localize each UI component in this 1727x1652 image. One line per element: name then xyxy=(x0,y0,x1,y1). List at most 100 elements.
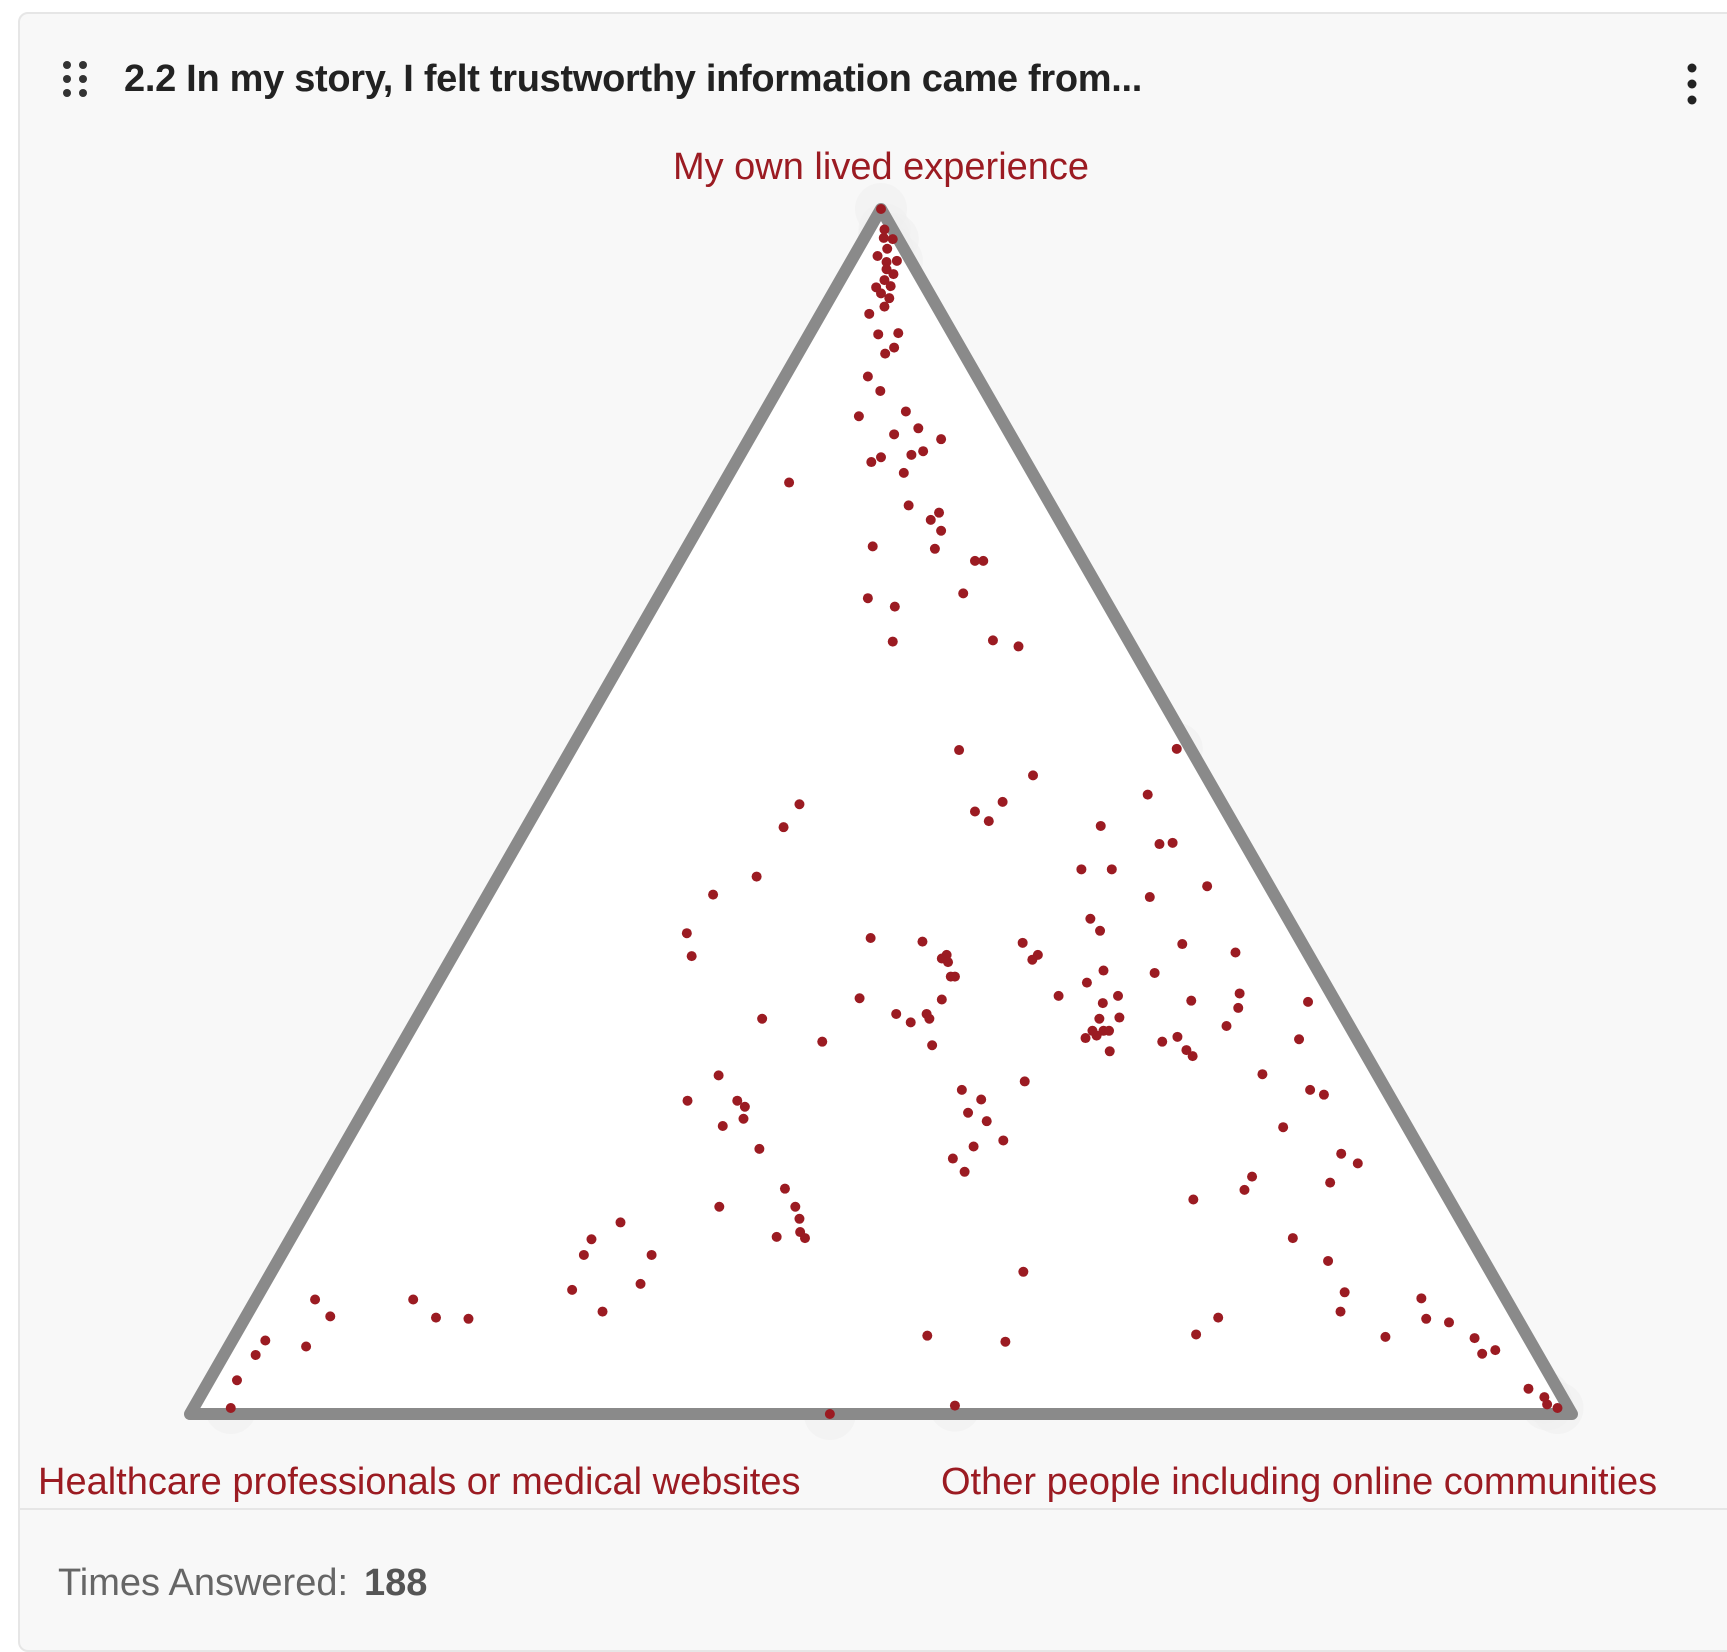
data-point-176[interactable] xyxy=(1352,1158,1363,1169)
data-point-82[interactable] xyxy=(1080,1033,1091,1044)
data-point-40[interactable] xyxy=(978,555,989,566)
data-point-158[interactable] xyxy=(1323,1255,1334,1266)
data-point-169[interactable] xyxy=(1523,1383,1534,1394)
data-point-5[interactable] xyxy=(872,250,883,261)
data-point-35[interactable] xyxy=(934,507,945,518)
data-point-100[interactable] xyxy=(976,1094,987,1105)
data-point-128[interactable] xyxy=(799,1233,810,1244)
data-point-83[interactable] xyxy=(1221,1020,1232,1031)
data-point-39[interactable] xyxy=(929,543,940,554)
data-point-174[interactable] xyxy=(1336,1148,1347,1159)
data-point-185[interactable] xyxy=(1167,837,1178,848)
data-point-159[interactable] xyxy=(1287,1233,1298,1244)
data-point-118[interactable] xyxy=(738,1113,749,1124)
data-point-29[interactable] xyxy=(906,449,917,460)
data-point-104[interactable] xyxy=(959,1166,970,1177)
data-point-123[interactable] xyxy=(754,1143,765,1154)
data-point-15[interactable] xyxy=(879,301,890,312)
data-point-153[interactable] xyxy=(1213,1312,1224,1323)
data-point-167[interactable] xyxy=(1477,1348,1488,1359)
data-point-19[interactable] xyxy=(889,342,900,353)
data-point-106[interactable] xyxy=(963,1107,974,1118)
data-point-109[interactable] xyxy=(927,1040,938,1051)
data-point-138[interactable] xyxy=(463,1313,474,1324)
data-point-168[interactable] xyxy=(1490,1345,1501,1356)
data-point-44[interactable] xyxy=(862,593,873,604)
data-point-144[interactable] xyxy=(260,1335,271,1346)
data-point-101[interactable] xyxy=(981,1116,992,1127)
data-point-120[interactable] xyxy=(732,1095,743,1106)
data-point-86[interactable] xyxy=(1318,1089,1329,1100)
data-point-92[interactable] xyxy=(1186,995,1197,1006)
data-point-75[interactable] xyxy=(917,936,928,947)
data-point-137[interactable] xyxy=(567,1284,578,1295)
data-point-95[interactable] xyxy=(1187,1051,1198,1062)
data-point-64[interactable] xyxy=(1017,937,1028,948)
data-point-74[interactable] xyxy=(865,933,876,944)
data-point-112[interactable] xyxy=(681,928,692,939)
data-point-31[interactable] xyxy=(866,457,877,468)
data-point-6[interactable] xyxy=(881,257,892,268)
data-point-111[interactable] xyxy=(686,951,697,962)
data-point-78[interactable] xyxy=(936,994,947,1005)
data-point-28[interactable] xyxy=(918,446,929,457)
data-point-171[interactable] xyxy=(1552,1402,1563,1413)
data-point-36[interactable] xyxy=(925,514,936,525)
data-point-80[interactable] xyxy=(1027,954,1038,965)
data-point-183[interactable] xyxy=(1076,864,1087,875)
drag-handle-icon[interactable] xyxy=(60,58,90,100)
data-point-180[interactable] xyxy=(1202,881,1213,892)
data-point-160[interactable] xyxy=(1339,1287,1350,1298)
data-point-22[interactable] xyxy=(875,385,886,396)
data-point-9[interactable] xyxy=(888,269,899,280)
data-point-133[interactable] xyxy=(578,1249,589,1260)
data-point-132[interactable] xyxy=(586,1234,597,1245)
data-point-121[interactable] xyxy=(717,1121,728,1132)
data-point-18[interactable] xyxy=(873,329,884,340)
data-point-49[interactable] xyxy=(794,799,805,810)
data-point-141[interactable] xyxy=(310,1294,321,1305)
data-point-154[interactable] xyxy=(1018,1266,1029,1277)
more-vertical-icon[interactable] xyxy=(1682,62,1702,106)
data-point-1[interactable] xyxy=(879,224,890,235)
data-point-103[interactable] xyxy=(947,1153,958,1164)
data-point-151[interactable] xyxy=(1000,1336,1011,1347)
data-point-125[interactable] xyxy=(790,1201,801,1212)
data-point-84[interactable] xyxy=(1181,1045,1192,1056)
data-point-113[interactable] xyxy=(757,1013,768,1024)
data-point-54[interactable] xyxy=(997,796,1008,807)
data-point-90[interactable] xyxy=(1234,988,1245,999)
data-point-88[interactable] xyxy=(1172,1031,1183,1042)
data-point-2[interactable] xyxy=(878,232,889,243)
data-point-7[interactable] xyxy=(891,255,902,266)
data-point-81[interactable] xyxy=(1104,1025,1115,1036)
data-point-63[interactable] xyxy=(1149,967,1160,978)
data-point-20[interactable] xyxy=(880,348,891,359)
data-point-37[interactable] xyxy=(936,525,947,536)
data-point-21[interactable] xyxy=(862,371,873,382)
data-point-69[interactable] xyxy=(1053,990,1064,1001)
data-point-177[interactable] xyxy=(1305,1084,1316,1095)
data-point-25[interactable] xyxy=(913,423,924,434)
data-point-131[interactable] xyxy=(615,1217,626,1228)
data-point-105[interactable] xyxy=(968,1141,979,1152)
data-point-13[interactable] xyxy=(876,288,886,299)
data-point-97[interactable] xyxy=(1097,998,1108,1009)
data-point-32[interactable] xyxy=(898,467,909,478)
data-point-175[interactable] xyxy=(1278,1122,1289,1133)
data-point-70[interactable] xyxy=(1094,1013,1105,1024)
data-point-99[interactable] xyxy=(956,1084,967,1095)
data-point-38[interactable] xyxy=(867,541,878,552)
data-point-30[interactable] xyxy=(876,452,886,463)
data-point-148[interactable] xyxy=(824,1409,835,1419)
data-point-55[interactable] xyxy=(969,806,980,817)
data-point-77[interactable] xyxy=(945,971,956,982)
data-point-48[interactable] xyxy=(954,745,965,756)
data-point-23[interactable] xyxy=(900,406,911,417)
data-point-108[interactable] xyxy=(817,1036,828,1047)
data-point-124[interactable] xyxy=(779,1183,790,1194)
data-point-87[interactable] xyxy=(1294,1034,1305,1045)
data-point-12[interactable] xyxy=(885,281,896,292)
data-point-127[interactable] xyxy=(794,1213,805,1224)
data-point-94[interactable] xyxy=(1104,1046,1115,1057)
